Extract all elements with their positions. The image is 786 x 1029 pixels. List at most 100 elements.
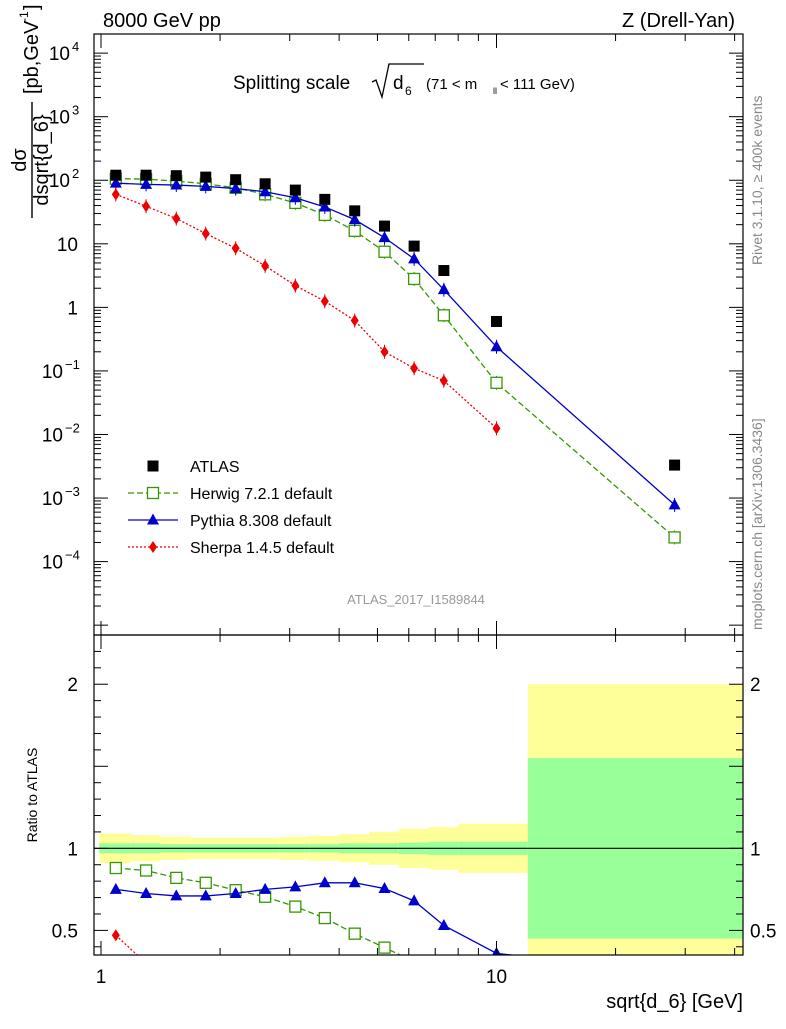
- y-axis-label: dσ dsqrt{d_6} [pb,GeV -1 ]: [9, 4, 53, 218]
- y-tick-exponent: 4: [72, 39, 79, 54]
- ratio-point: [139, 864, 153, 877]
- atlas-data-point: [349, 205, 361, 217]
- y-label-unit: [pb,GeV: [21, 20, 43, 94]
- legend-label: Herwig 7.2.1 default: [190, 486, 333, 503]
- sqrt-symbol: [371, 63, 424, 100]
- data-point: [348, 224, 361, 237]
- data-point: [111, 188, 120, 201]
- atlas-data-point: [319, 193, 331, 205]
- y-tick-label: 10: [49, 108, 70, 129]
- legend-marker: [149, 541, 157, 553]
- data-point: [439, 374, 448, 387]
- ratio-point: [111, 929, 120, 942]
- ratio-point: [109, 882, 122, 894]
- ratio-point: [289, 880, 302, 892]
- ratio-tick-label-right: 1: [750, 839, 761, 860]
- ratio-point: [408, 894, 421, 906]
- ratio-y-label: Ratio to ATLAS: [24, 748, 40, 843]
- data-point: [490, 376, 503, 389]
- title-range-sub: ll: [493, 86, 497, 96]
- ratio-tick-label-right: 2: [750, 675, 761, 696]
- ratio-point: [348, 876, 361, 888]
- data-point: [668, 498, 681, 510]
- y-tick-label: 10: [42, 489, 63, 510]
- ratio-point: [437, 918, 450, 930]
- ratio-point: [229, 886, 242, 898]
- y-tick-label: 10: [42, 553, 63, 574]
- y-tick-exponent: −4: [65, 548, 80, 563]
- data-point: [289, 191, 302, 203]
- title-symbol: d: [393, 73, 404, 94]
- analysis-tag: ATLAS_2017_I1589844: [347, 592, 485, 607]
- data-point: [437, 283, 450, 295]
- ratio-point: [109, 861, 122, 875]
- ratio-panel-frame: [93, 634, 744, 956]
- data-point: [291, 279, 300, 292]
- data-point: [261, 259, 270, 272]
- atlas-data-point: [230, 174, 242, 186]
- data-point: [378, 231, 391, 243]
- atlas-data-point: [491, 315, 503, 327]
- atlas-data-point: [170, 170, 182, 182]
- ratio-point: [170, 889, 183, 901]
- y-label-unit-exp: -1: [17, 11, 31, 22]
- data-point: [109, 176, 122, 188]
- series-line-filled-triangle: [115, 182, 676, 506]
- legend-marker: [147, 513, 159, 525]
- y-label-unit-end: ]: [21, 4, 43, 10]
- data-point: [407, 272, 421, 286]
- y-tick-exponent: 3: [72, 103, 79, 118]
- ratio-point: [199, 889, 212, 901]
- ratio-uncertainty-bands: [94, 684, 743, 955]
- data-point: [490, 340, 503, 352]
- ratio-tick-label-left: 1: [67, 839, 78, 860]
- y-tick-label: 10: [42, 362, 63, 383]
- title-range: (71 < m: [426, 76, 477, 93]
- y-tick-label: 10: [49, 44, 70, 65]
- ratio-tick-label-right: 0.5: [750, 921, 776, 942]
- ratio-point: [289, 900, 302, 913]
- data-point: [378, 245, 391, 258]
- legend-label: Sherpa 1.4.5 default: [190, 540, 335, 557]
- title-main: Splitting scale: [233, 73, 350, 94]
- y-tick-label: 10: [57, 235, 78, 256]
- legend: ATLAS Herwig 7.2.1 default Pythia 8.308 de…: [128, 459, 335, 557]
- ratio-point: [318, 876, 331, 888]
- y-tick-label: 10: [42, 425, 63, 446]
- atlas-data-point: [438, 265, 450, 277]
- y-tick-label: 10: [49, 171, 70, 192]
- data-point: [437, 309, 451, 322]
- ratio-point: [140, 886, 153, 898]
- atlas-data-point: [289, 184, 301, 196]
- legend-label: Pythia 8.308 default: [190, 513, 332, 530]
- data-point: [318, 200, 331, 212]
- atlas-data-point: [200, 171, 212, 183]
- ratio-point: [318, 911, 331, 925]
- data-point: [231, 242, 240, 255]
- ratio-point: [259, 882, 272, 894]
- title-range-end: < 111 GeV): [500, 76, 575, 93]
- x-axis-label: sqrt{d_6} [GeV]: [606, 991, 743, 1013]
- mcplots-label: mcplots.cern.ch [arXiv:1306.3436]: [749, 418, 765, 630]
- legend-marker: [146, 486, 160, 500]
- y-tick-exponent: 2: [72, 166, 79, 181]
- ratio-line-filled-diamond: [115, 934, 139, 955]
- main-series-layer: [109, 169, 681, 545]
- ratio-tick-label-left: 2: [67, 675, 78, 696]
- data-point: [492, 422, 501, 435]
- atlas-data-point: [408, 240, 420, 252]
- plot-title: Splitting scale d 6 (71 < m ll < 111 GeV…: [233, 63, 575, 100]
- atlas-data-point: [379, 220, 391, 232]
- ratio-point: [409, 956, 420, 967]
- data-point: [348, 213, 361, 225]
- data-point: [350, 314, 359, 327]
- x-tick-label: 1: [96, 967, 107, 988]
- data-point: [172, 212, 181, 225]
- series-line-open-square: [115, 177, 676, 538]
- process-label: Z (Drell-Yan): [622, 10, 735, 32]
- ratio-point: [378, 941, 391, 954]
- ratio-line-filled-triangle: [115, 882, 518, 955]
